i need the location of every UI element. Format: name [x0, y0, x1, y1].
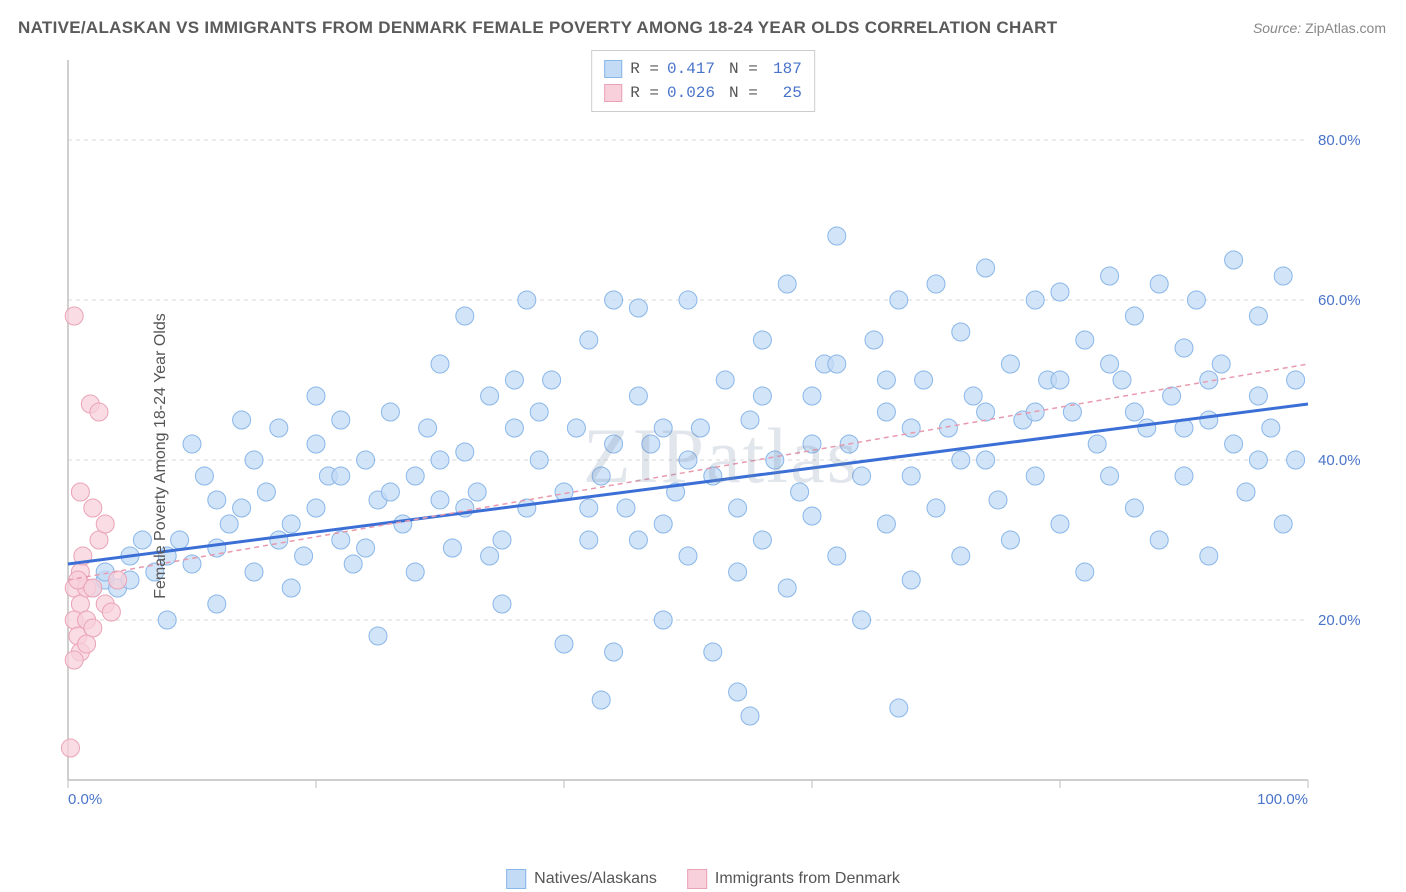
- legend-swatch: [604, 60, 622, 78]
- legend-swatch: [506, 869, 526, 889]
- chart-area: Female Poverty Among 18-24 Year Olds 20.…: [48, 50, 1394, 862]
- stats-r-value: 0.417: [667, 57, 721, 81]
- source-value: ZipAtlas.com: [1305, 20, 1386, 36]
- legend-swatch: [604, 84, 622, 102]
- svg-text:100.0%: 100.0%: [1257, 791, 1308, 808]
- svg-text:20.0%: 20.0%: [1318, 612, 1361, 629]
- stats-n-value: 25: [766, 81, 802, 105]
- stats-n-label: N =: [729, 57, 758, 81]
- stats-r-label: R =: [630, 81, 659, 105]
- source-label: Source:: [1253, 20, 1301, 36]
- svg-text:80.0%: 80.0%: [1318, 132, 1361, 149]
- chart-title: NATIVE/ALASKAN VS IMMIGRANTS FROM DENMAR…: [18, 18, 1057, 38]
- svg-text:0.0%: 0.0%: [68, 791, 102, 808]
- svg-text:40.0%: 40.0%: [1318, 452, 1361, 469]
- legend-label: Immigrants from Denmark: [715, 870, 900, 888]
- y-axis-label: Female Poverty Among 18-24 Year Olds: [152, 313, 170, 599]
- legend-item: Immigrants from Denmark: [687, 869, 900, 889]
- legend-swatch: [687, 869, 707, 889]
- legend-label: Natives/Alaskans: [534, 870, 657, 888]
- stats-r-label: R =: [630, 57, 659, 81]
- stats-n-value: 187: [766, 57, 802, 81]
- bottom-legend: Natives/Alaskans Immigrants from Denmark: [506, 869, 900, 889]
- legend-item: Natives/Alaskans: [506, 869, 657, 889]
- stats-row: R = 0.417 N = 187: [604, 57, 802, 81]
- source-attribution: Source: ZipAtlas.com: [1253, 20, 1386, 36]
- stats-row: R = 0.026 N = 25: [604, 81, 802, 105]
- svg-text:60.0%: 60.0%: [1318, 292, 1361, 309]
- stats-r-value: 0.026: [667, 81, 721, 105]
- stats-legend: R = 0.417 N = 187 R = 0.026 N = 25: [591, 50, 815, 112]
- scatter-chart: 20.0% 40.0% 60.0% 80.0% 0.0% 100.0%: [48, 50, 1368, 810]
- stats-n-label: N =: [729, 81, 758, 105]
